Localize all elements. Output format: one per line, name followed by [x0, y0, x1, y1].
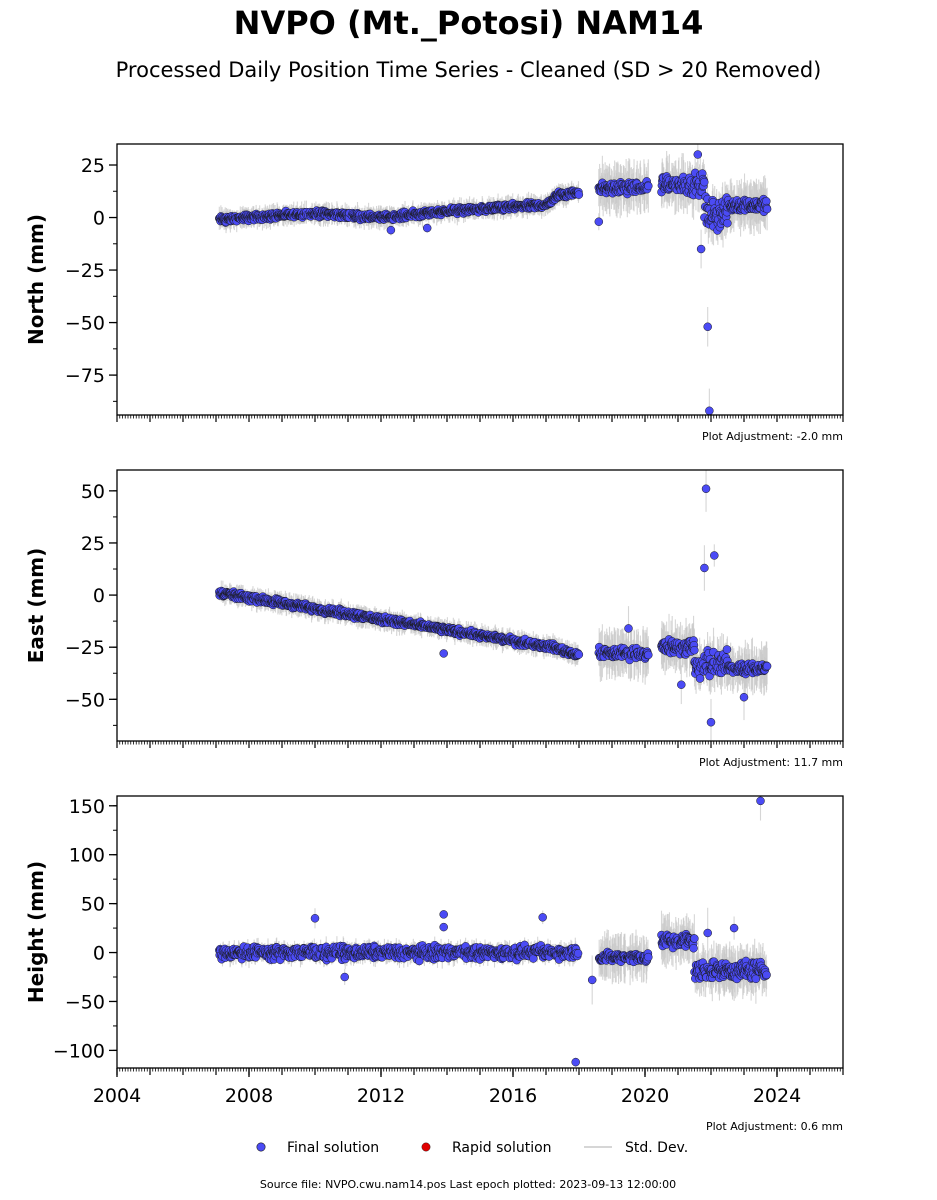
final-solution-point	[693, 150, 703, 159]
final-solution-point	[722, 645, 732, 654]
y-tick-label: 25	[81, 155, 105, 177]
plot-frame	[116, 143, 844, 416]
y-tick-label: −50	[65, 689, 105, 711]
final-solution-point	[706, 717, 716, 727]
y-tick-label: 25	[81, 533, 105, 555]
final-solution-point	[644, 181, 653, 191]
final-solution-point	[700, 563, 709, 573]
panel-north: 25 0 −25 −50 −75 North (mm) Plot Adjustment: -…	[24, 143, 844, 443]
y-tick-label: 50	[81, 481, 105, 503]
final-solution-point	[723, 218, 732, 228]
y-tick-label: 0	[93, 585, 105, 607]
final-solution-point	[439, 649, 448, 658]
panel-east: 50 25 0 −25 −50 East (mm) Plot Adjustment: 11.…	[24, 469, 844, 769]
y-tick-label: −75	[65, 365, 105, 387]
final-solution-point	[695, 674, 705, 683]
chart-subtitle: Processed Daily Position Time Series - C…	[115, 58, 822, 82]
data-points	[215, 796, 771, 1067]
y-tick-label: 0	[93, 208, 105, 230]
plot-adjustment-note: Plot Adjustment: 11.7 mm	[699, 756, 843, 769]
final-solution-point	[762, 661, 772, 671]
final-solution-point	[696, 244, 706, 254]
chart-title: NVPO (Mt._Potosi) NAM14	[233, 4, 704, 42]
final-solution-point	[710, 551, 719, 560]
final-solution-point	[701, 484, 711, 494]
final-solution-point	[574, 650, 584, 659]
y-axis-label: North (mm)	[24, 214, 48, 345]
final-solution-point	[574, 190, 584, 199]
final-solution-point	[594, 217, 604, 226]
plot-adjustment-note: Plot Adjustment: -2.0 mm	[702, 430, 843, 443]
final-solution-point	[644, 650, 653, 660]
final-solution-point	[705, 406, 714, 415]
final-solution-point	[762, 204, 772, 214]
final-solution-point	[422, 223, 432, 233]
y-axis-label: East (mm)	[24, 548, 48, 664]
y-tick-label: −25	[65, 637, 105, 659]
y-tick-label: −25	[65, 260, 105, 282]
final-solution-point	[739, 692, 749, 702]
final-solution-point	[386, 225, 396, 235]
data-points	[215, 144, 772, 415]
final-solution-point	[690, 645, 699, 655]
final-solution-point	[700, 177, 709, 187]
data-points	[215, 470, 772, 741]
final-solution-point	[703, 322, 712, 332]
final-solution-point	[677, 680, 686, 689]
final-solution-point	[624, 624, 633, 633]
plot-frame	[116, 469, 844, 742]
y-tick-label: −50	[65, 313, 105, 335]
